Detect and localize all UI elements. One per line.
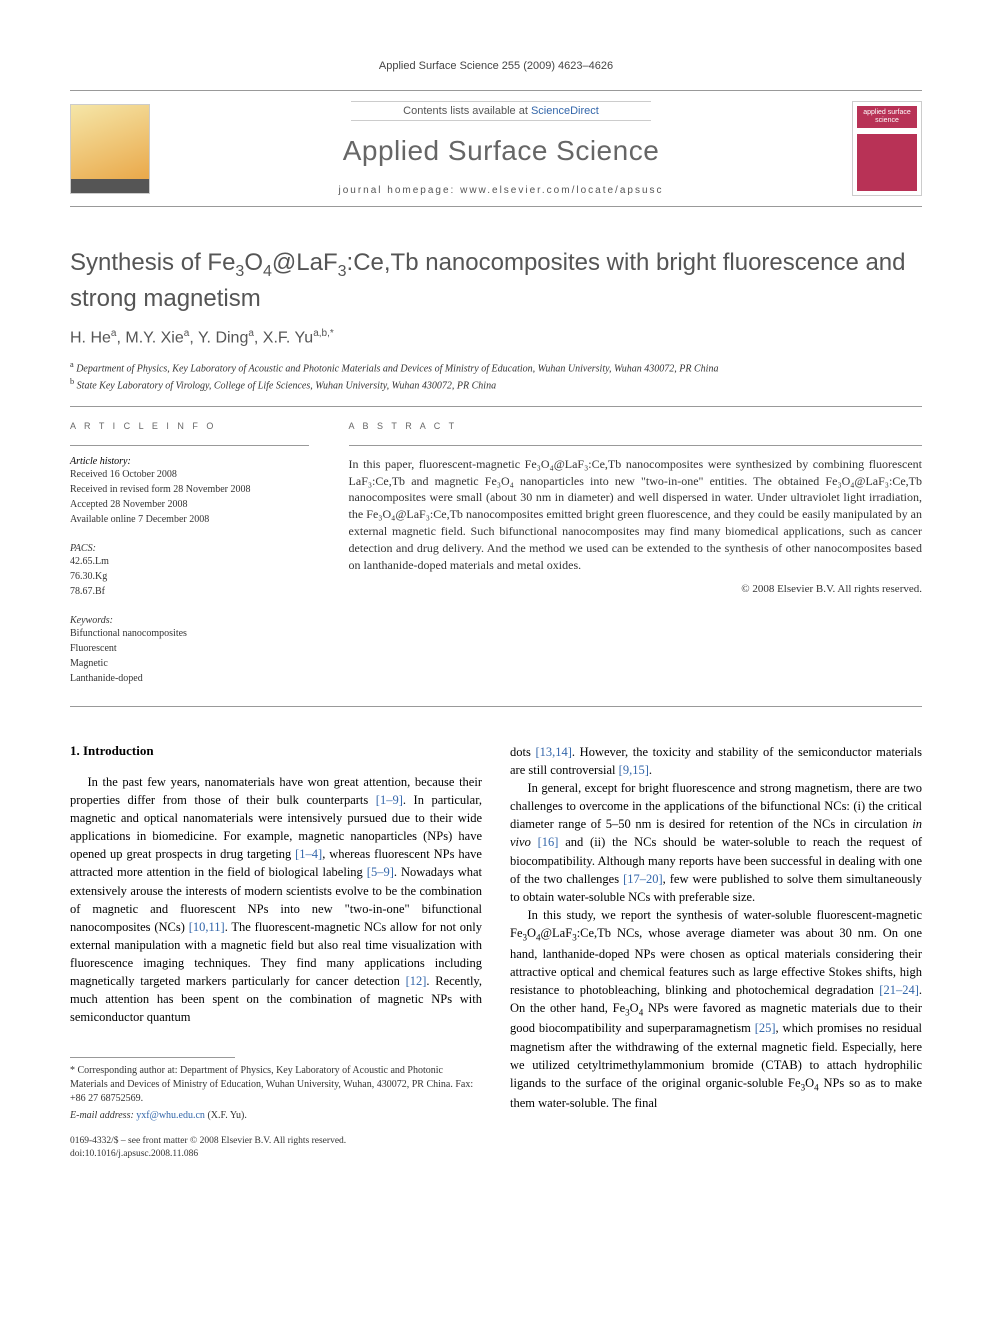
keyword: Lanthanide-doped bbox=[70, 671, 309, 686]
author: H. He bbox=[70, 329, 111, 346]
affiliation-text: Department of Physics, Key Laboratory of… bbox=[76, 363, 718, 374]
email-address[interactable]: yxf@whu.edu.cn bbox=[136, 1110, 205, 1121]
divider bbox=[70, 706, 922, 707]
keywords-label: Keywords: bbox=[70, 615, 309, 626]
author-affil-mark: a,b,* bbox=[313, 328, 334, 339]
journal-cover-text: applied surface science bbox=[853, 109, 921, 124]
ref-link[interactable]: [10,11] bbox=[189, 920, 225, 934]
article-info-column: A R T I C L E I N F O Article history: R… bbox=[70, 421, 309, 686]
issn-line: 0169-4332/$ – see front matter © 2008 El… bbox=[70, 1135, 482, 1148]
ref-link[interactable]: [25] bbox=[755, 1021, 776, 1035]
affiliation-text: State Key Laboratory of Virology, Colleg… bbox=[77, 381, 496, 392]
pacs-label: PACS: bbox=[70, 543, 309, 554]
contents-available-line: Contents lists available at ScienceDirec… bbox=[351, 101, 651, 121]
elsevier-logo: ELSEVIER bbox=[70, 104, 150, 194]
pacs-code: 76.30.Kg bbox=[70, 569, 309, 584]
author-affil-mark: a bbox=[111, 328, 117, 339]
ref-link[interactable]: [17–20] bbox=[623, 872, 663, 886]
email-name: (X.F. Yu). bbox=[205, 1110, 247, 1121]
title-sub: 3 bbox=[235, 263, 244, 280]
history-revised: Received in revised form 28 November 200… bbox=[70, 482, 309, 497]
body-text: . However, the toxicity and stability of… bbox=[510, 745, 922, 777]
ref-link[interactable]: [16] bbox=[538, 835, 559, 849]
body-text: O bbox=[527, 926, 536, 940]
paragraph: dots [13,14]. However, the toxicity and … bbox=[510, 743, 922, 779]
paragraph: In general, except for bright fluorescen… bbox=[510, 779, 922, 906]
sciencedirect-link[interactable]: ScienceDirect bbox=[531, 105, 599, 117]
ref-link[interactable]: [5–9] bbox=[367, 865, 394, 879]
divider bbox=[70, 445, 309, 446]
body-columns: 1. Introduction In the past few years, n… bbox=[70, 743, 922, 1161]
doi-line: doi:10.1016/j.apsusc.2008.11.086 bbox=[70, 1148, 482, 1161]
header-center: Contents lists available at ScienceDirec… bbox=[150, 101, 852, 196]
keyword: Bifunctional nanocomposites bbox=[70, 626, 309, 641]
history-received: Received 16 October 2008 bbox=[70, 467, 309, 482]
ref-link[interactable]: [1–9] bbox=[376, 793, 403, 807]
journal-name: Applied Surface Science bbox=[150, 135, 852, 167]
keyword: Fluorescent bbox=[70, 641, 309, 656]
homepage-line: journal homepage: www.elsevier.com/locat… bbox=[150, 185, 852, 196]
affiliation-a: a Department of Physics, Key Laboratory … bbox=[70, 359, 922, 376]
contents-prefix: Contents lists available at bbox=[403, 105, 531, 117]
column-right: dots [13,14]. However, the toxicity and … bbox=[510, 743, 922, 1161]
author-affil-mark: a bbox=[184, 328, 190, 339]
keyword: Magnetic bbox=[70, 656, 309, 671]
footnote-divider bbox=[70, 1057, 235, 1058]
body-text: @LaF bbox=[541, 926, 573, 940]
ref-link[interactable]: [21–24] bbox=[879, 983, 919, 997]
ref-link[interactable]: [9,15] bbox=[619, 763, 649, 777]
email-line: E-mail address: yxf@whu.edu.cn (X.F. Yu)… bbox=[70, 1110, 482, 1121]
author-affil-mark: a bbox=[248, 328, 254, 339]
title-text: Synthesis of Fe bbox=[70, 249, 235, 276]
affiliations: a Department of Physics, Key Laboratory … bbox=[70, 359, 922, 394]
journal-cover-thumbnail: applied surface science bbox=[852, 101, 922, 196]
authors-line: H. Hea, M.Y. Xiea, Y. Dinga, X.F. Yua,b,… bbox=[70, 328, 922, 347]
article-meta-row: A R T I C L E I N F O Article history: R… bbox=[70, 421, 922, 686]
title-sub: 3 bbox=[338, 263, 347, 280]
history-online: Available online 7 December 2008 bbox=[70, 512, 309, 527]
body-text bbox=[531, 835, 538, 849]
abstract-text: In this paper, fluorescent-magnetic Fe₃O… bbox=[349, 456, 922, 574]
article-info-label: A R T I C L E I N F O bbox=[70, 421, 309, 431]
body-text: O bbox=[630, 1001, 639, 1015]
page-root: Applied Surface Science 255 (2009) 4623–… bbox=[0, 0, 992, 1201]
abstract-label: A B S T R A C T bbox=[349, 421, 922, 431]
body-text: O bbox=[805, 1076, 814, 1090]
body-text: . bbox=[649, 763, 652, 777]
ref-link[interactable]: [12] bbox=[406, 974, 427, 988]
email-label: E-mail address: bbox=[70, 1110, 136, 1121]
author: Y. Ding bbox=[198, 329, 248, 346]
journal-header: ELSEVIER Contents lists available at Sci… bbox=[70, 90, 922, 207]
citation-line: Applied Surface Science 255 (2009) 4623–… bbox=[70, 60, 922, 72]
column-left: 1. Introduction In the past few years, n… bbox=[70, 743, 482, 1161]
author: X.F. Yu bbox=[263, 329, 313, 346]
section-heading: 1. Introduction bbox=[70, 743, 482, 759]
corresponding-author: * Corresponding author at: Department of… bbox=[70, 1064, 482, 1106]
history-accepted: Accepted 28 November 2008 bbox=[70, 497, 309, 512]
article-title: Synthesis of Fe3O4@LaF3:Ce,Tb nanocompos… bbox=[70, 247, 922, 314]
body-text: In general, except for bright fluorescen… bbox=[510, 781, 922, 831]
title-sub: 4 bbox=[263, 263, 272, 280]
homepage-prefix: journal homepage: bbox=[338, 185, 460, 196]
divider bbox=[349, 445, 922, 446]
copyright-line: © 2008 Elsevier B.V. All rights reserved… bbox=[349, 583, 922, 595]
title-text: O bbox=[244, 249, 263, 276]
history-label: Article history: bbox=[70, 456, 309, 467]
paragraph: In this study, we report the synthesis o… bbox=[510, 906, 922, 1113]
abstract-column: A B S T R A C T In this paper, fluoresce… bbox=[349, 421, 922, 686]
affiliation-b: b State Key Laboratory of Virology, Coll… bbox=[70, 376, 922, 393]
body-text: dots bbox=[510, 745, 535, 759]
paragraph: In the past few years, nanomaterials hav… bbox=[70, 773, 482, 1027]
pacs-code: 42.65.Lm bbox=[70, 554, 309, 569]
homepage-url[interactable]: www.elsevier.com/locate/apsusc bbox=[460, 185, 663, 196]
ref-link[interactable]: [1–4] bbox=[295, 847, 322, 861]
pacs-code: 78.67.Bf bbox=[70, 584, 309, 599]
ref-link[interactable]: [13,14] bbox=[535, 745, 571, 759]
divider bbox=[70, 406, 922, 407]
elsevier-logo-text: ELSEVIER bbox=[71, 184, 149, 193]
title-text: @LaF bbox=[272, 249, 338, 276]
author: M.Y. Xie bbox=[125, 329, 183, 346]
